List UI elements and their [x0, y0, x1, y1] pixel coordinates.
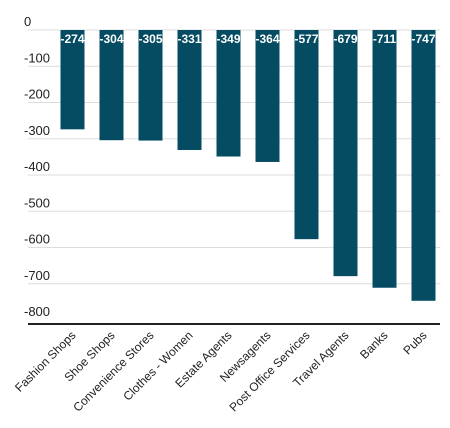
bar — [60, 30, 85, 130]
data-label: -274 — [60, 32, 84, 46]
y-tick-label: 0 — [24, 14, 31, 29]
bar — [333, 30, 358, 277]
data-label: -711 — [373, 32, 397, 46]
y-axis: 0 -100 -200 -300 -400 -500 -600 -700 -800 — [24, 14, 440, 325]
data-label: -304 — [99, 32, 123, 46]
y-tick-label: -100 — [24, 50, 50, 65]
y-tick-label: -300 — [24, 123, 50, 138]
bar — [255, 30, 280, 162]
y-tick-label: -700 — [24, 268, 50, 283]
y-tick-label: -400 — [24, 159, 50, 174]
bar — [99, 30, 124, 141]
y-tick-label: -800 — [24, 304, 50, 319]
x-tick-label: Pubs — [400, 328, 429, 357]
bar — [372, 30, 397, 288]
x-tick-label: Fashion Shops — [12, 328, 79, 395]
bar — [294, 30, 319, 240]
x-tick-label: Clothes - Women — [120, 328, 195, 403]
data-label: -679 — [333, 32, 357, 46]
data-label: -331 — [177, 32, 201, 46]
y-tick-label: -600 — [24, 232, 50, 247]
data-label: -747 — [411, 32, 435, 46]
y-tick-label: -200 — [24, 87, 50, 102]
data-labels: -274 -304 -305 -331 -349 -364 -577 -679 -711 -747 — [60, 32, 435, 46]
bar — [411, 30, 436, 301]
data-label: -305 — [138, 32, 162, 46]
y-tick-label: -500 — [24, 195, 50, 210]
bar — [177, 30, 202, 150]
data-label: -349 — [216, 32, 240, 46]
data-label: -577 — [294, 32, 318, 46]
data-label: -364 — [255, 32, 279, 46]
bar — [216, 30, 241, 157]
bar — [138, 30, 163, 141]
x-tick-label: Banks — [357, 328, 390, 361]
bars — [60, 30, 436, 301]
